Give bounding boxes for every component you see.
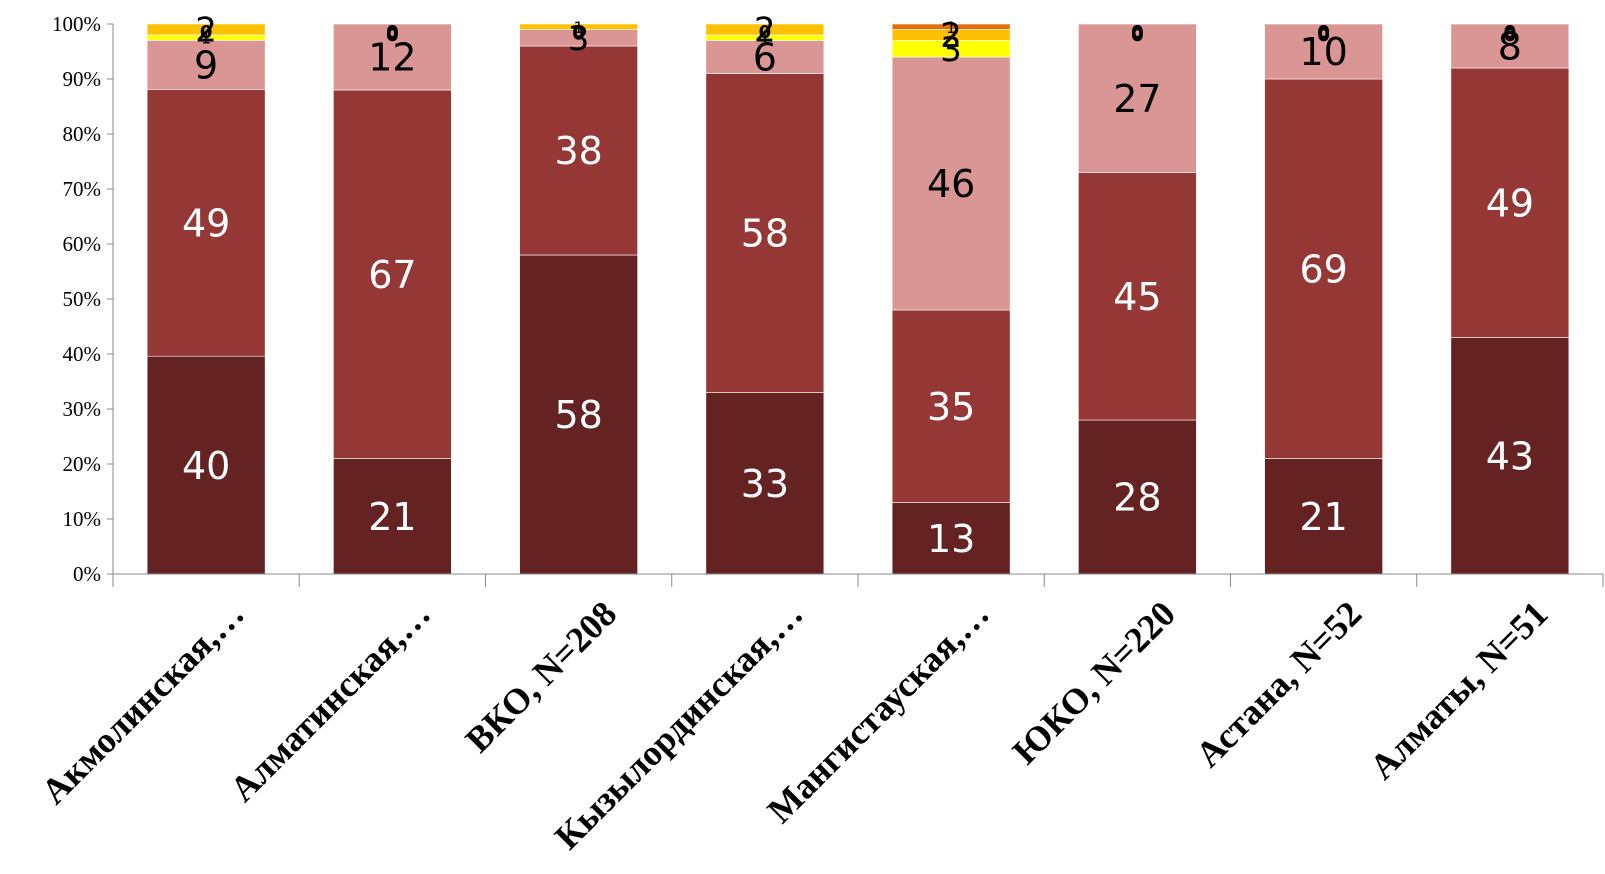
data-label: 45	[1113, 275, 1161, 319]
data-label: 2	[754, 11, 776, 51]
data-label: 21	[368, 495, 416, 539]
bar-segment	[333, 89, 452, 459]
bar-segment	[705, 23, 825, 36]
y-tick-label: 10%	[63, 507, 102, 531]
data-label: 46	[927, 162, 975, 206]
y-tick-label: 20%	[63, 452, 102, 476]
category-label: Алматинская,…	[222, 593, 438, 809]
data-label: 27	[1113, 77, 1161, 121]
y-tick-label: 70%	[63, 177, 102, 201]
bar-segment	[146, 355, 266, 575]
data-label: 33	[741, 462, 789, 506]
data-label-zero: 0	[1504, 22, 1517, 43]
data-label-zero: 0	[1504, 25, 1517, 46]
bar-segment	[705, 73, 825, 393]
data-labels: 4049912021671200058383100335861201335463…	[182, 11, 1534, 561]
data-label: 9	[194, 44, 218, 88]
bar-segment	[1078, 419, 1197, 575]
data-label: 1	[946, 18, 956, 37]
data-label: 21	[1299, 495, 1347, 539]
bar-segment	[1450, 67, 1570, 338]
data-label-zero: 0	[759, 22, 772, 43]
bar-segment	[146, 89, 266, 357]
category-label: Алматы, N=51	[1362, 593, 1556, 787]
data-label: 49	[182, 201, 230, 245]
data-label-zero: 0	[1131, 25, 1144, 46]
y-tick-label: 30%	[63, 397, 102, 421]
data-label-zero: 0	[200, 22, 213, 43]
data-label: 13	[927, 517, 975, 561]
x-axis: Акмолинская,…Алматинская,… ВКО, N=208Кызы…	[34, 573, 1604, 857]
data-label: 40	[182, 444, 230, 488]
data-label: 3	[568, 19, 590, 59]
data-label-zero: 0	[1317, 25, 1330, 46]
data-label-zero: 0	[386, 24, 399, 45]
data-label-zero: 0	[1317, 24, 1330, 45]
category-label: ЮКО, N=220	[1005, 593, 1183, 771]
data-label-zero: 0	[1317, 22, 1330, 43]
data-label: 12	[368, 36, 416, 80]
data-label: 67	[368, 253, 416, 297]
data-label: 3	[940, 30, 962, 70]
y-tick-label: 0%	[73, 562, 101, 586]
bar-segment	[705, 392, 825, 575]
bar-segment	[1264, 23, 1383, 80]
y-tick-label: 50%	[63, 287, 102, 311]
bar-segment	[1264, 458, 1383, 575]
bar-segment	[1450, 23, 1570, 69]
data-label: 49	[1486, 181, 1534, 225]
data-label: 2	[195, 11, 217, 51]
data-label: 58	[741, 212, 789, 256]
data-label: 10	[1299, 30, 1347, 74]
data-label: 58	[554, 393, 602, 437]
data-label: 8	[1498, 25, 1522, 69]
data-label-zero: 0	[386, 25, 399, 46]
bar-segment	[333, 458, 452, 575]
bar-segment	[519, 23, 638, 30]
data-label: 2	[940, 16, 962, 56]
y-tick-label: 90%	[63, 67, 102, 91]
bar-segment	[1264, 78, 1383, 459]
bar-segment	[891, 309, 1011, 503]
data-label: 1	[760, 29, 770, 48]
bar-segment	[705, 40, 825, 74]
category-label: Акмолинская,…	[34, 593, 252, 811]
data-label: 1	[574, 18, 584, 37]
y-tick-label: 60%	[63, 232, 102, 256]
data-label: 1	[201, 29, 211, 48]
bar-segment	[519, 45, 638, 256]
data-label: 6	[753, 36, 777, 80]
bar-segment	[1078, 23, 1197, 173]
y-tick-label: 80%	[63, 122, 102, 146]
data-label-zero: 0	[1131, 24, 1144, 45]
bar-segment	[333, 23, 452, 91]
category-label: ВКО, N=208	[458, 593, 625, 760]
category-label: Астана, N=52	[1188, 593, 1369, 774]
bar-segment	[146, 23, 266, 36]
bar-segment	[519, 254, 638, 575]
bar-segment	[891, 502, 1011, 575]
y-tick-label: 40%	[63, 342, 102, 366]
bar-segment	[1450, 337, 1570, 575]
bar-segment	[1078, 172, 1197, 421]
y-axis: 0% 10% 20% 30% 40% 50% 60% 70% 80% 90% 100%	[52, 12, 114, 586]
data-label: 69	[1299, 247, 1347, 291]
data-label-zero: 0	[1504, 24, 1517, 45]
data-label: 35	[927, 385, 975, 429]
data-label-zero: 0	[572, 24, 585, 45]
data-label-zero: 0	[1131, 22, 1144, 43]
data-label: 28	[1113, 476, 1161, 520]
bar-segment	[891, 23, 1011, 30]
data-label: 38	[554, 129, 602, 173]
y-tick-label: 100%	[52, 12, 101, 36]
data-label-zero: 0	[386, 22, 399, 43]
data-label: 43	[1486, 434, 1534, 478]
data-label-zero: 0	[572, 22, 585, 43]
bars	[146, 23, 1570, 575]
